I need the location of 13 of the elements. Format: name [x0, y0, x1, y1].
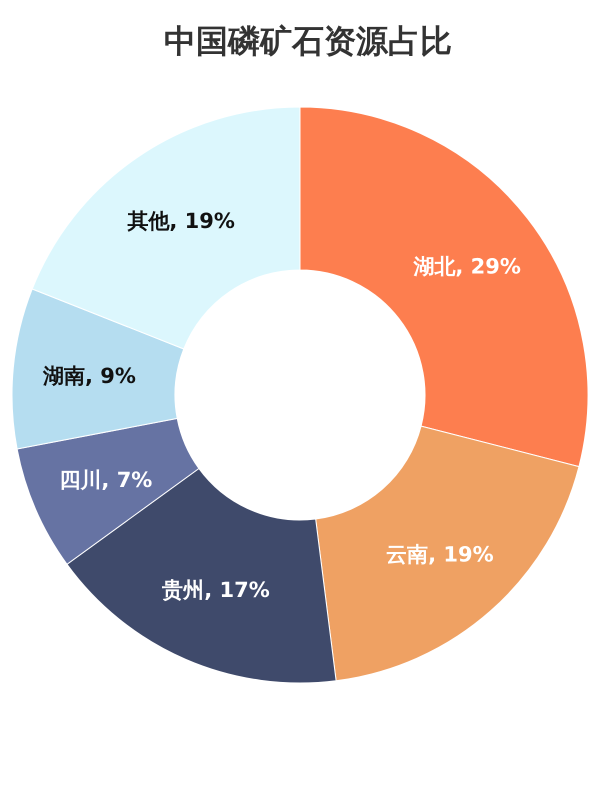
slice-label: 贵州	[161, 578, 204, 602]
data-label: , 9%	[84, 364, 136, 388]
data-label: , 19%	[169, 209, 235, 234]
slice-label: 云南	[386, 542, 428, 567]
slice-label: 湖北	[412, 254, 456, 278]
slice-label: 四川	[59, 468, 102, 492]
slice-label: 其他	[126, 209, 170, 234]
data-label: , 29%	[455, 254, 521, 278]
data-label: , 7%	[101, 468, 152, 492]
data-label: , 19%	[428, 542, 494, 567]
chart-title: 中国磷矿石资源占比	[164, 22, 452, 60]
data-label: , 17%	[204, 578, 270, 602]
slice-label: 湖南	[42, 364, 85, 388]
